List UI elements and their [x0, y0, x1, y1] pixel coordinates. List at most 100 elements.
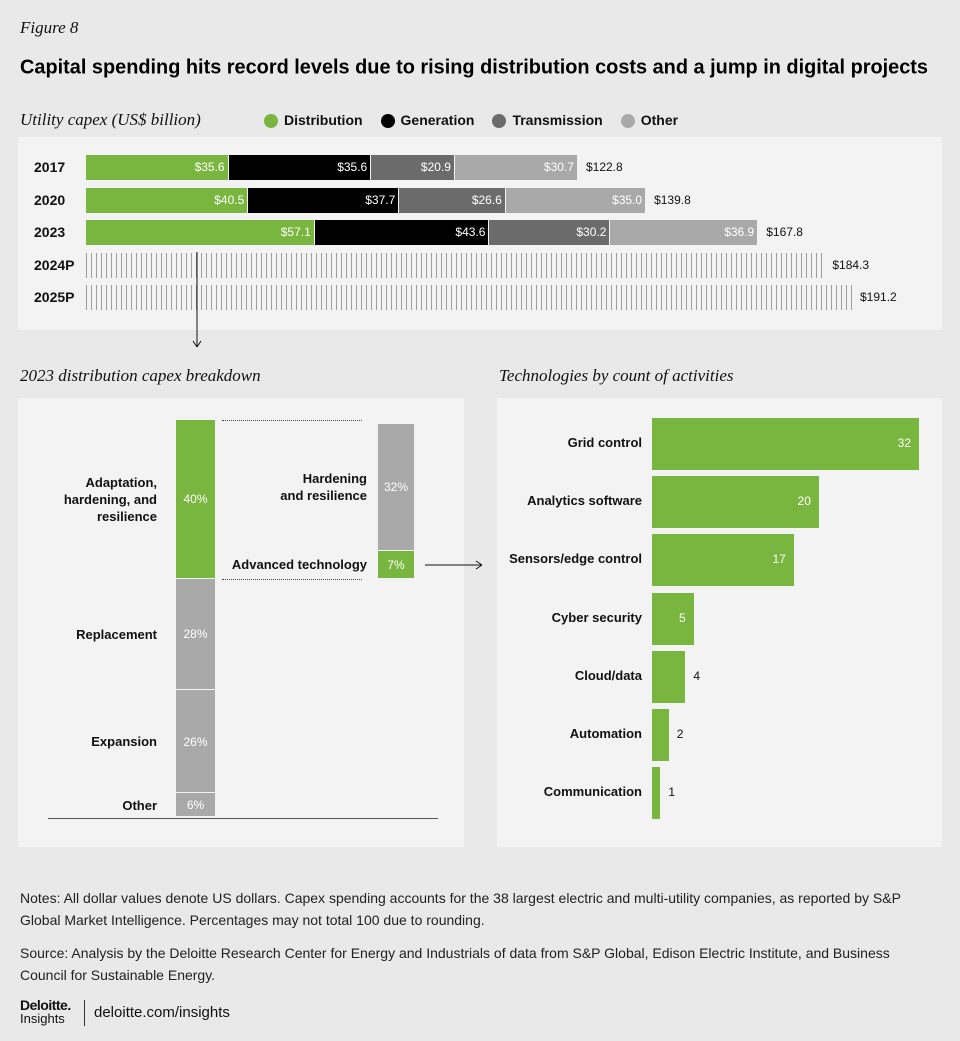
- value-label: $57.1: [280, 225, 311, 239]
- total-label: $167.8: [766, 225, 803, 239]
- value-label: $37.7: [365, 192, 396, 207]
- value-label: 28%: [183, 627, 208, 642]
- category-label: Expansion: [91, 734, 157, 750]
- category-label: 2017: [34, 159, 66, 175]
- value-label: $30.2: [576, 225, 607, 239]
- bar-segment: [86, 187, 249, 213]
- bar-segment: [371, 155, 455, 180]
- category-label: 2024P: [34, 256, 75, 273]
- bar-segment: [314, 220, 490, 245]
- value-label: $35.0: [612, 192, 643, 207]
- title: Capital spending hits record levels due …: [20, 56, 928, 78]
- bar-segment: [399, 187, 506, 213]
- arrow: [475, 564, 483, 570]
- legend-swatch: [380, 114, 395, 128]
- chart-title: 2023 distribution capex breakdown: [20, 366, 261, 385]
- projected-bar: [86, 285, 852, 310]
- detail-segment: [378, 423, 414, 551]
- bar-segment: [489, 220, 611, 245]
- column-segment: [176, 420, 215, 579]
- connector-dotted: [222, 420, 362, 421]
- legend-swatch: [620, 114, 635, 128]
- category-label: Hardening and resilience: [280, 471, 367, 504]
- panel-technologies: [497, 398, 942, 847]
- bar-segment: [86, 155, 229, 180]
- brand: Deloitte.: [20, 997, 71, 1013]
- value-label: 6%: [186, 798, 205, 813]
- value-label: 26%: [183, 734, 208, 749]
- bar: [652, 476, 819, 529]
- bar-segment: [248, 187, 400, 213]
- category-label: 2025P: [34, 289, 75, 305]
- detail-segment: [378, 551, 414, 579]
- url: deloitte.com/insights: [94, 1004, 230, 1021]
- figure-label: Figure 8: [20, 18, 79, 37]
- arrow: [192, 340, 198, 348]
- value-label: 2: [676, 727, 684, 741]
- total-label: $139.8: [654, 192, 691, 207]
- bar: [652, 534, 794, 587]
- chart-title: Utility capex (US$ billion): [20, 110, 201, 129]
- legend-label: Other: [640, 112, 679, 128]
- value-label: 32%: [383, 480, 409, 495]
- category-label: Other: [122, 797, 157, 813]
- bar: [652, 650, 686, 703]
- value-label: $35.6: [194, 160, 225, 174]
- total-label: $191.2: [860, 290, 897, 304]
- value-label: 7%: [387, 557, 405, 572]
- value-label: 20: [797, 494, 811, 509]
- value-label: 1: [668, 785, 676, 800]
- legend-label: Distribution: [284, 112, 363, 128]
- notes: Notes: All dollar values denote US dolla…: [20, 890, 901, 928]
- bar-segment: [86, 220, 315, 245]
- value-label: 5: [679, 610, 686, 625]
- arrow: [475, 560, 483, 566]
- value-label: $36.9: [724, 225, 755, 239]
- total-label: $184.3: [832, 257, 870, 272]
- category-label: Sensors/edge control: [509, 551, 642, 567]
- category-label: Advanced technology: [231, 557, 367, 573]
- value-label: 4: [693, 668, 701, 683]
- source: Source: Analysis by the Deloitte Researc…: [20, 945, 890, 983]
- column-segment: [176, 578, 215, 690]
- value-label: 40%: [183, 492, 208, 507]
- bar: [652, 592, 694, 645]
- category-label: 2023: [34, 224, 66, 240]
- bar: [652, 767, 661, 820]
- title-box: Capital spending hits record levels due …: [20, 56, 928, 78]
- projected-bar: [86, 252, 825, 278]
- value-label: $40.5: [214, 192, 245, 207]
- legend-label: Transmission: [512, 112, 603, 128]
- value-label: 32: [897, 436, 911, 450]
- arrow: [196, 340, 202, 348]
- bar-segment: [505, 187, 647, 213]
- connector-dotted: [222, 578, 362, 580]
- bar-segment: [228, 155, 372, 180]
- brand-product: Insights: [20, 1011, 65, 1026]
- value-label: $20.9: [420, 160, 451, 174]
- value-label: $43.6: [455, 225, 486, 239]
- divider: [84, 1000, 85, 1026]
- value-label: $35.6: [337, 160, 368, 174]
- category-label: Automation: [569, 726, 642, 741]
- legend-swatch: [264, 114, 278, 128]
- bar: [652, 418, 919, 470]
- bar: [652, 709, 669, 761]
- category-label: Replacement: [76, 626, 157, 642]
- value-label: 17: [772, 552, 786, 567]
- value-label: $26.6: [471, 192, 502, 207]
- base-line: [48, 818, 438, 819]
- legend-swatch: [492, 114, 507, 128]
- bar-segment: [610, 220, 759, 245]
- category-label: Adaptation, hardening, and resilience: [63, 474, 157, 524]
- column-segment: [176, 793, 215, 817]
- chart-title: Technologies by count of activities: [499, 366, 734, 385]
- category-label: Cloud/data: [574, 667, 642, 683]
- category-label: Communication: [543, 784, 642, 800]
- total-label: $122.8: [585, 160, 623, 174]
- bar-segment: [454, 155, 578, 180]
- category-label: Cyber security: [551, 609, 642, 625]
- category-label: 2020: [34, 191, 66, 208]
- column-segment: [176, 689, 215, 794]
